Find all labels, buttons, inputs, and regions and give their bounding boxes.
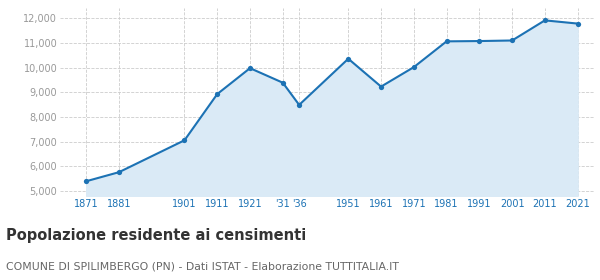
Text: Popolazione residente ai censimenti: Popolazione residente ai censimenti — [6, 228, 306, 243]
Text: COMUNE DI SPILIMBERGO (PN) - Dati ISTAT - Elaborazione TUTTITALIA.IT: COMUNE DI SPILIMBERGO (PN) - Dati ISTAT … — [6, 262, 399, 272]
